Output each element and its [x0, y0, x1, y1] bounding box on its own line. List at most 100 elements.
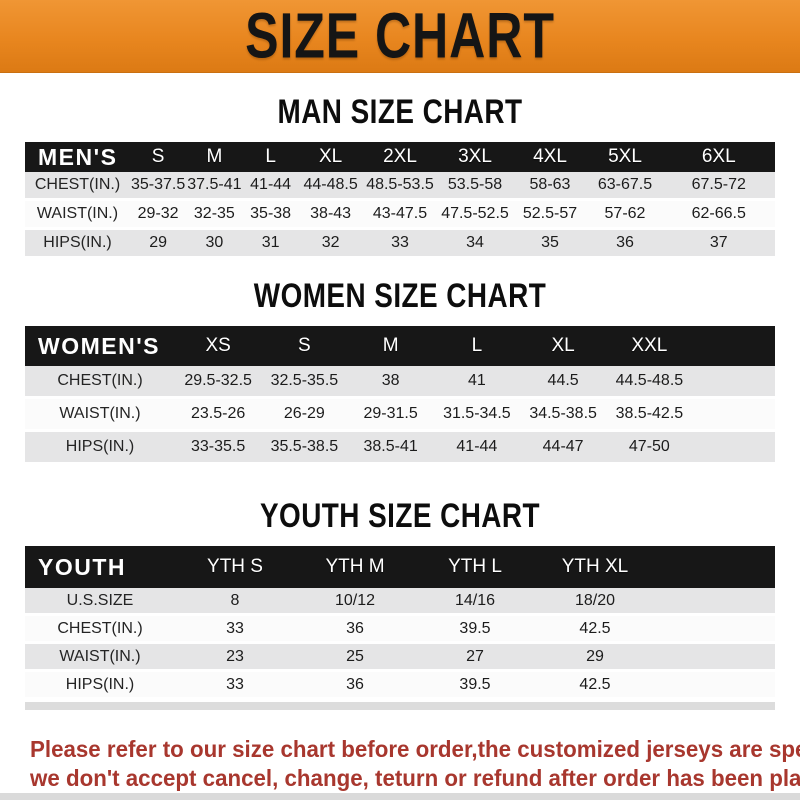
size-value-cell: 14/16 [415, 588, 535, 616]
size-value-cell: 32-35 [186, 199, 243, 230]
size-value-cell: 33-35.5 [175, 430, 262, 465]
size-value-cell: 33 [175, 614, 295, 644]
size-value-cell: 44.5-48.5 [606, 366, 693, 399]
size-value-cell: 34.5-38.5 [520, 397, 607, 432]
column-header: WOMEN'S [25, 326, 175, 366]
row-spacer [655, 642, 775, 672]
size-value-cell: 39.5 [415, 670, 535, 700]
size-value-cell: 35-37.5 [130, 172, 187, 201]
column-header: M [347, 326, 434, 366]
size-value-cell: 38 [347, 366, 434, 399]
women-size-table: WOMEN'S XS S M L XL XXL CHEST(IN.) 29.5-… [25, 326, 775, 465]
size-value-cell: 41-44 [433, 430, 520, 465]
size-value-cell: 48.5-53.5 [362, 172, 438, 201]
youth-size-table: YOUTH YTH S YTH M YTH L YTH XL U.S.SIZE … [25, 546, 775, 700]
size-value-cell: 37 [662, 228, 775, 259]
table-row: WAIST(IN.) 23 25 27 29 [25, 642, 775, 672]
size-value-cell: 31 [242, 228, 299, 259]
column-header: YTH M [295, 546, 415, 588]
size-value-cell: 36 [295, 614, 415, 644]
row-label: CHEST(IN.) [25, 172, 130, 201]
table-header-row: WOMEN'S XS S M L XL XXL [25, 326, 775, 366]
size-value-cell: 23.5-26 [175, 397, 262, 432]
table-header-row: YOUTH YTH S YTH M YTH L YTH XL [25, 546, 775, 588]
size-value-cell: 8 [175, 588, 295, 616]
size-value-cell: 29-31.5 [347, 397, 434, 432]
size-value-cell: 36 [295, 670, 415, 700]
table-row: WAIST(IN.) 23.5-26 26-29 29-31.5 31.5-34… [25, 397, 775, 432]
column-header: 2XL [362, 142, 438, 172]
row-label: U.S.SIZE [25, 588, 175, 616]
column-header: YTH S [175, 546, 295, 588]
size-value-cell: 35-38 [242, 199, 299, 230]
column-header: MEN'S [25, 142, 130, 172]
table-row: HIPS(IN.) 29 30 31 32 33 34 35 36 37 [25, 228, 775, 259]
size-value-cell: 41-44 [242, 172, 299, 201]
size-value-cell: 26-29 [261, 397, 348, 432]
size-value-cell: 25 [295, 642, 415, 672]
column-header: S [130, 142, 187, 172]
size-value-cell: 47.5-52.5 [437, 199, 513, 230]
table-row: CHEST(IN.) 33 36 39.5 42.5 [25, 614, 775, 644]
size-value-cell: 36 [587, 228, 663, 259]
size-value-cell: 44.5 [520, 366, 607, 399]
size-value-cell: 41 [433, 366, 520, 399]
men-size-table: MEN'S S M L XL 2XL 3XL 4XL 5XL 6XL CHEST… [25, 142, 775, 259]
row-spacer [655, 614, 775, 644]
table-row: WAIST(IN.) 29-32 32-35 35-38 38-43 43-47… [25, 199, 775, 230]
order-notice-line2: we don't accept cancel, change, teturn o… [30, 765, 800, 791]
row-label: HIPS(IN.) [25, 670, 175, 700]
column-header: L [433, 326, 520, 366]
row-label: CHEST(IN.) [25, 614, 175, 644]
order-notice: Please refer to our size chart before or… [30, 735, 800, 793]
size-value-cell: 23 [175, 642, 295, 672]
order-notice-line1: Please refer to our size chart before or… [30, 736, 800, 762]
size-value-cell: 42.5 [535, 670, 655, 700]
size-value-cell: 29 [535, 642, 655, 672]
size-value-cell: 39.5 [415, 614, 535, 644]
size-value-cell: 29.5-32.5 [175, 366, 262, 399]
row-spacer [692, 366, 775, 399]
table-row: U.S.SIZE 8 10/12 14/16 18/20 [25, 588, 775, 616]
column-header: YTH XL [535, 546, 655, 588]
size-value-cell: 42.5 [535, 614, 655, 644]
row-spacer [692, 430, 775, 465]
size-value-cell: 29 [130, 228, 187, 259]
row-spacer [655, 670, 775, 700]
size-value-cell: 44-48.5 [298, 172, 363, 201]
row-label: WAIST(IN.) [25, 397, 175, 432]
column-header: 4XL [512, 142, 588, 172]
size-value-cell: 27 [415, 642, 535, 672]
size-value-cell: 52.5-57 [512, 199, 588, 230]
size-value-cell: 30 [186, 228, 243, 259]
table-row: CHEST(IN.) 35-37.5 37.5-41 41-44 44-48.5… [25, 172, 775, 201]
size-chart-banner: SIZE CHART [0, 0, 800, 73]
table-row: HIPS(IN.) 33 36 39.5 42.5 [25, 670, 775, 700]
table-row: HIPS(IN.) 33-35.5 35.5-38.5 38.5-41 41-4… [25, 430, 775, 465]
size-value-cell: 18/20 [535, 588, 655, 616]
size-value-cell: 43-47.5 [362, 199, 438, 230]
size-value-cell: 33 [175, 670, 295, 700]
column-header: 3XL [437, 142, 513, 172]
column-header: XL [298, 142, 363, 172]
table-bottom-strip [25, 702, 775, 710]
youth-section-heading: YOUTH SIZE CHART [259, 496, 541, 535]
size-value-cell: 38-43 [298, 199, 363, 230]
row-label: CHEST(IN.) [25, 366, 175, 399]
column-header: M [186, 142, 243, 172]
size-value-cell: 47-50 [606, 430, 693, 465]
header-spacer [655, 546, 775, 588]
size-value-cell: 38.5-42.5 [606, 397, 693, 432]
size-value-cell: 57-62 [587, 199, 663, 230]
row-spacer [655, 588, 775, 616]
size-value-cell: 32 [298, 228, 363, 259]
column-header: XS [175, 326, 262, 366]
size-value-cell: 58-63 [512, 172, 588, 201]
size-value-cell: 44-47 [520, 430, 607, 465]
size-value-cell: 32.5-35.5 [261, 366, 348, 399]
size-value-cell: 38.5-41 [347, 430, 434, 465]
row-label: WAIST(IN.) [25, 642, 175, 672]
row-label: WAIST(IN.) [25, 199, 130, 230]
women-section-heading: WOMEN SIZE CHART [253, 276, 547, 315]
